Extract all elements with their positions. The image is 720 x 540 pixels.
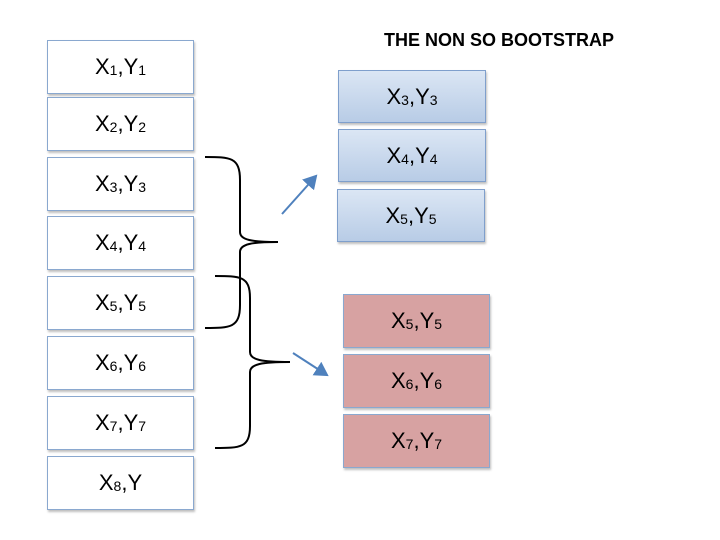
- arrow-to-blue: [281, 174, 318, 215]
- diagram-title: THE NON SO BOOTSTRAP: [384, 30, 615, 50]
- arrow-to-red: [292, 352, 329, 377]
- label-x: X: [94, 54, 110, 79]
- upper-brace: [204, 156, 279, 329]
- lower-brace: [214, 275, 291, 449]
